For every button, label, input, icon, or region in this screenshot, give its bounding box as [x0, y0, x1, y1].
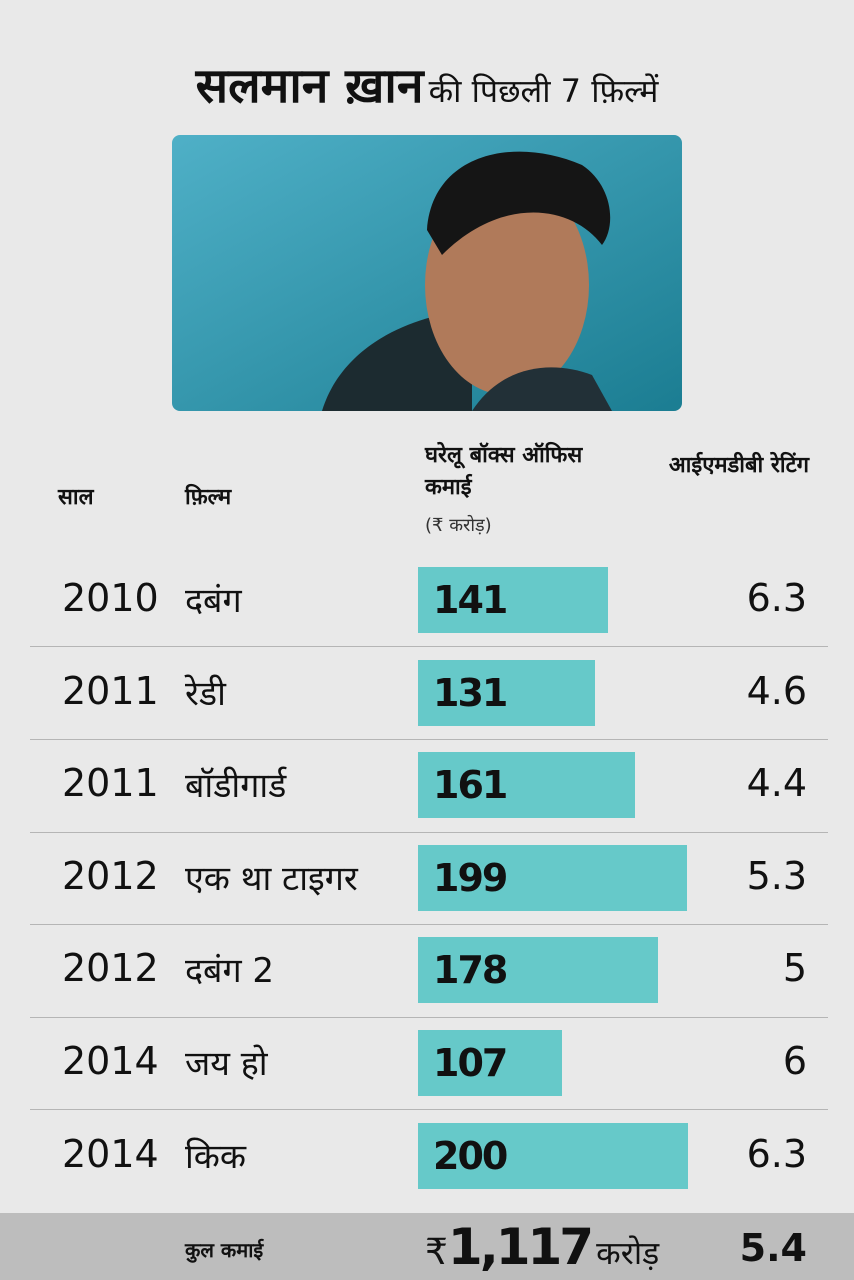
earnings-bar: [418, 937, 659, 1004]
earnings-value: 141: [433, 578, 508, 622]
rating: 4.6: [746, 668, 807, 713]
film: रेडी: [185, 673, 226, 714]
earnings-value: 200: [433, 1133, 508, 1178]
earnings-value: 161: [433, 763, 508, 808]
total-unit: करोड़: [596, 1234, 660, 1272]
year: 2014: [62, 1131, 159, 1176]
year: 2011: [62, 668, 159, 713]
title-bold: सलमान ख़ान: [195, 58, 424, 114]
earnings-bar: [418, 844, 687, 911]
earnings-bar: [418, 567, 609, 633]
col-earnings: घरेलू बॉक्स ऑफिस कमाई: [425, 443, 583, 500]
row-separator: [30, 832, 828, 833]
earnings-value: 178: [433, 948, 508, 993]
row-separator: [30, 924, 828, 925]
title: सलमान ख़ान की पिछली 7 फ़िल्में: [0, 52, 854, 117]
row-separator: [30, 1109, 828, 1110]
rating: 5: [782, 946, 807, 991]
year: 2010: [62, 576, 159, 620]
col-year: साल: [58, 485, 94, 510]
row-separator: [30, 646, 828, 647]
col-rating: आईएमडीबी रेटिंग: [668, 453, 810, 478]
rating: 4.4: [746, 761, 807, 806]
earnings-bar: [418, 1030, 563, 1096]
total-rating: 5.4: [739, 1226, 807, 1270]
earnings-value: 131: [433, 670, 508, 715]
earnings-bar: [418, 659, 595, 726]
rating: 6: [782, 1039, 807, 1083]
year: 2014: [62, 1039, 159, 1083]
film: दबंग 2: [185, 951, 275, 992]
year: 2012: [62, 853, 159, 898]
col-film: फ़िल्म: [185, 485, 232, 510]
film: जय हो: [185, 1044, 268, 1084]
rating: 5.3: [746, 853, 807, 898]
earnings-value: 199: [433, 855, 508, 900]
photo: [172, 135, 682, 411]
row-separator: [30, 1017, 828, 1018]
film: एक था टाइगर: [185, 858, 358, 899]
film: दबंग: [185, 581, 242, 621]
row-separator: [30, 739, 828, 740]
total-currency: ₹: [425, 1232, 448, 1273]
film: बॉडीगार्ड: [185, 766, 287, 807]
earnings-value: 107: [433, 1041, 508, 1085]
total-band: [0, 1213, 854, 1280]
col-earnings-unit: (₹ करोड़): [425, 515, 492, 536]
year: 2011: [62, 761, 159, 806]
rating: 6.3: [746, 1131, 807, 1176]
total-value: 1,117: [447, 1218, 594, 1276]
rating: 6.3: [746, 576, 807, 620]
title-rest: की पिछली 7 फ़िल्में: [428, 72, 659, 110]
film: किक: [185, 1136, 247, 1177]
total-earnings: ₹1,117 करोड़: [425, 1218, 659, 1276]
year: 2012: [62, 946, 159, 991]
total-label: कुल कमाई: [185, 1238, 264, 1262]
earnings-bar: [418, 752, 636, 819]
earnings-bar: [418, 1122, 688, 1189]
